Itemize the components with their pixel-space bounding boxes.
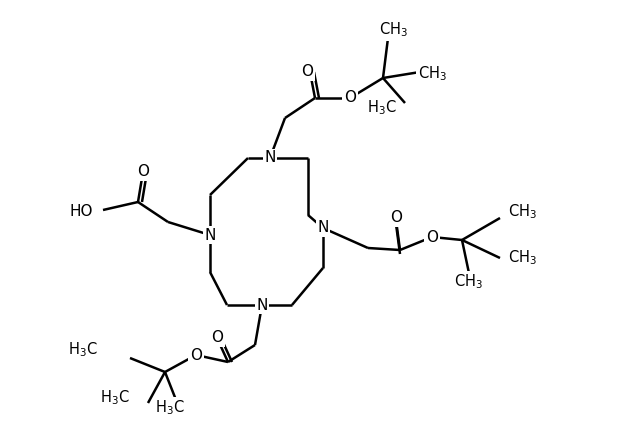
Text: N: N <box>204 228 216 242</box>
Text: O: O <box>426 229 438 245</box>
Text: N: N <box>256 297 268 313</box>
Text: H$_3$C: H$_3$C <box>100 388 130 407</box>
Text: O: O <box>301 65 313 79</box>
Text: N: N <box>264 150 276 166</box>
Text: N: N <box>317 221 329 235</box>
Text: O: O <box>344 91 356 106</box>
Text: CH$_3$: CH$_3$ <box>378 20 408 39</box>
Text: CH$_3$: CH$_3$ <box>508 249 537 267</box>
Text: O: O <box>211 330 223 345</box>
Text: CH$_3$: CH$_3$ <box>454 272 483 291</box>
Text: O: O <box>137 164 149 180</box>
Text: O: O <box>190 347 202 362</box>
Text: H$_3$C: H$_3$C <box>367 99 397 117</box>
Text: HO: HO <box>70 204 93 219</box>
Text: H$_3$C: H$_3$C <box>68 341 98 359</box>
Text: CH$_3$: CH$_3$ <box>417 65 447 83</box>
Text: CH$_3$: CH$_3$ <box>508 203 537 221</box>
Text: O: O <box>390 211 402 225</box>
Text: H$_3$C: H$_3$C <box>155 399 185 417</box>
